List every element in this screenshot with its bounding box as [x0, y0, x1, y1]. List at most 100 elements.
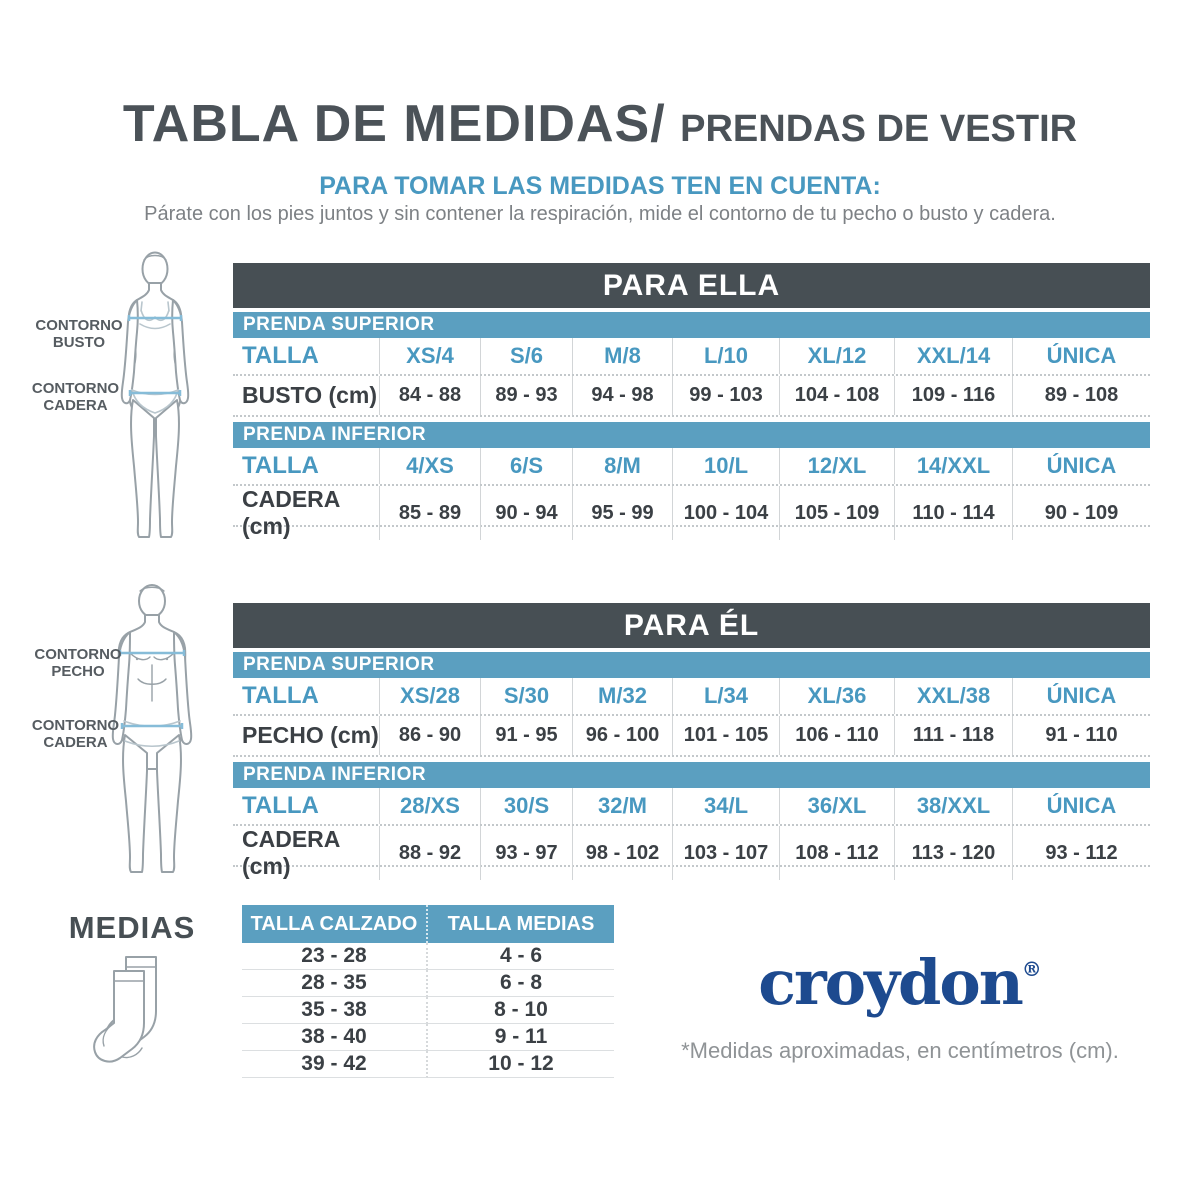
socks-size-cell: 28 - 35: [242, 970, 428, 997]
size-cell: 38/XXL: [895, 788, 1013, 824]
size-row-label: TALLA: [233, 678, 380, 714]
male-figure-illustration: [111, 584, 193, 873]
table-ella-title: PARA ELLA: [233, 263, 1150, 308]
size-row-label: TALLA: [233, 788, 380, 824]
measure-value-cell: 86 - 90: [380, 716, 481, 755]
el-upper-section-header: PRENDA SUPERIOR: [233, 652, 1150, 678]
size-cell: L/34: [673, 678, 780, 714]
measure-value-cell: 109 - 116: [895, 376, 1013, 415]
measure-value-cell: 103 - 107: [673, 826, 780, 880]
measure-value-cell: 110 - 114: [895, 486, 1013, 540]
instructions-heading: PARA TOMAR LAS MEDIDAS TEN EN CUENTA:: [319, 172, 881, 200]
size-cell: ÚNICA: [1046, 793, 1117, 818]
measure-value-cell: 106 - 110: [780, 716, 895, 755]
size-cell: 34/L: [673, 788, 780, 824]
size-cell: ÚNICA: [1046, 343, 1117, 368]
measure-value-cell: 91 - 110: [1045, 724, 1118, 746]
socks-heading: MEDIAS: [68, 910, 196, 945]
size-row-label: TALLA: [233, 448, 380, 484]
size-cell: 6/S: [481, 448, 573, 484]
size-cell: M/32: [573, 678, 673, 714]
measure-value-cell: 90 - 109: [1044, 501, 1119, 524]
measure-row-label: CADERA (cm): [233, 486, 380, 540]
measure-value-cell: 104 - 108: [780, 376, 895, 415]
ella-upper-size-row: TALLA XS/4 S/6 M/8 L/10 XL/12 XXL/14 ÚNICA: [233, 338, 1150, 376]
ella-upper-section-header: PRENDA SUPERIOR: [233, 312, 1150, 338]
measure-value-cell: 111 - 118: [895, 716, 1013, 755]
measure-value-cell: 90 - 94: [481, 486, 573, 540]
measure-value-cell: 88 - 92: [380, 826, 481, 880]
size-cell: S/30: [481, 678, 573, 714]
socks-col-header-calzado: TALLA CALZADO: [242, 905, 428, 943]
size-cell: ÚNICA: [1046, 453, 1117, 478]
size-cell: 12/XL: [780, 448, 895, 484]
measure-value-cell: 96 - 100: [573, 716, 673, 755]
el-chest-row: PECHO (cm) 86 - 90 91 - 95 96 - 100 101 - 1…: [233, 716, 1150, 757]
el-upper-size-row: TALLA XS/28 S/30 M/32 L/34 XL/36 XXL/38 ÚNICA: [233, 678, 1150, 716]
brand-logo: croydon®: [758, 946, 1042, 1019]
female-figure-illustration: [120, 251, 190, 538]
socks-size-cell: 9 - 11: [428, 1024, 614, 1051]
size-cell: 36/XL: [780, 788, 895, 824]
measure-value-cell: 89 - 108: [1044, 384, 1119, 406]
measure-value-cell: 84 - 88: [380, 376, 481, 415]
measure-value-cell: 94 - 98: [573, 376, 673, 415]
measure-row-label: BUSTO (cm): [233, 376, 380, 415]
socks-size-cell: 8 - 10: [428, 997, 614, 1024]
ella-bust-row: BUSTO (cm) 84 - 88 89 - 93 94 - 98 99 - 103…: [233, 376, 1150, 417]
page-title: TABLA DE MEDIDAS/ PRENDAS DE VESTIR: [0, 94, 1200, 154]
socks-size-cell: 39 - 42: [242, 1051, 428, 1078]
measure-value-cell: 99 - 103: [673, 376, 780, 415]
size-cell: 4/XS: [380, 448, 481, 484]
size-cell: XS/28: [380, 678, 481, 714]
ella-lower-size-row: TALLA 4/XS 6/S 8/M 10/L 12/XL 14/XXL ÚNICA: [233, 448, 1150, 486]
size-cell: XXL/38: [895, 678, 1013, 714]
size-cell: 14/XXL: [895, 448, 1013, 484]
el-lower-size-row: TALLA 28/XS 30/S 32/M 34/L 36/XL 38/XXL ÚNICA: [233, 788, 1150, 826]
socks-size-cell: 35 - 38: [242, 997, 428, 1024]
female-hip-label: CONTORNO CADERA: [31, 380, 120, 414]
page-title-main: TABLA DE MEDIDAS/: [122, 95, 666, 153]
el-lower-section-header: PRENDA INFERIOR: [233, 762, 1150, 788]
size-cell: 30/S: [481, 788, 573, 824]
size-cell: S/6: [481, 338, 573, 374]
measure-value-cell: 108 - 112: [780, 826, 895, 880]
male-chest-label: CONTORNO PECHO: [34, 646, 122, 680]
female-bust-label: CONTORNO BUSTO: [35, 317, 123, 351]
instructions-text: Párate con los pies juntos y sin contene…: [144, 203, 1056, 225]
measure-value-cell: 93 - 112: [1045, 841, 1118, 864]
size-cell: XS/4: [380, 338, 481, 374]
male-hip-label: CONTORNO CADERA: [31, 717, 120, 751]
measure-value-cell: 105 - 109: [780, 486, 895, 540]
measure-value-cell: 91 - 95: [481, 716, 573, 755]
size-cell: L/10: [673, 338, 780, 374]
measure-value-cell: 85 - 89: [380, 486, 481, 540]
measure-value-cell: 100 - 104: [673, 486, 780, 540]
socks-size-cell: 38 - 40: [242, 1024, 428, 1051]
el-hip-row: CADERA (cm) 88 - 92 93 - 97 98 - 102 103 - …: [233, 826, 1150, 880]
size-cell: ÚNICA: [1046, 683, 1117, 708]
table-para-el: PARA ÉL PRENDA SUPERIOR TALLA XS/28 S/30 M…: [233, 603, 1150, 880]
size-cell: XL/12: [780, 338, 895, 374]
size-cell: XL/36: [780, 678, 895, 714]
measure-row-label: CADERA (cm): [233, 826, 380, 880]
socks-size-cell: 6 - 8: [428, 970, 614, 997]
socks-size-cell: 23 - 28: [242, 943, 428, 970]
socks-col-header-medias: TALLA MEDIAS: [447, 912, 595, 935]
ella-hip-row: CADERA (cm) 85 - 89 90 - 94 95 - 99 100 - 1…: [233, 486, 1150, 540]
socks-icon: [93, 956, 157, 1063]
page-title-sub: PRENDAS DE VESTIR: [680, 108, 1078, 150]
measure-value-cell: 101 - 105: [673, 716, 780, 755]
footnote: *Medidas aproximadas, en centímetros (cm…: [681, 1038, 1119, 1063]
socks-size-cell: 4 - 6: [428, 943, 614, 970]
size-cell: 10/L: [673, 448, 780, 484]
table-para-ella: PARA ELLA PRENDA SUPERIOR TALLA XS/4 S/6 M…: [233, 263, 1150, 540]
socks-table-body: 23 - 28 4 - 6 28 - 35 6 - 8 35 - 38 8 - 10 38 …: [242, 943, 614, 1078]
size-cell: 32/M: [573, 788, 673, 824]
measure-row-label: PECHO (cm): [233, 716, 380, 755]
size-row-label: TALLA: [233, 338, 380, 374]
size-cell: 8/M: [573, 448, 673, 484]
socks-size-cell: 10 - 12: [428, 1051, 614, 1078]
